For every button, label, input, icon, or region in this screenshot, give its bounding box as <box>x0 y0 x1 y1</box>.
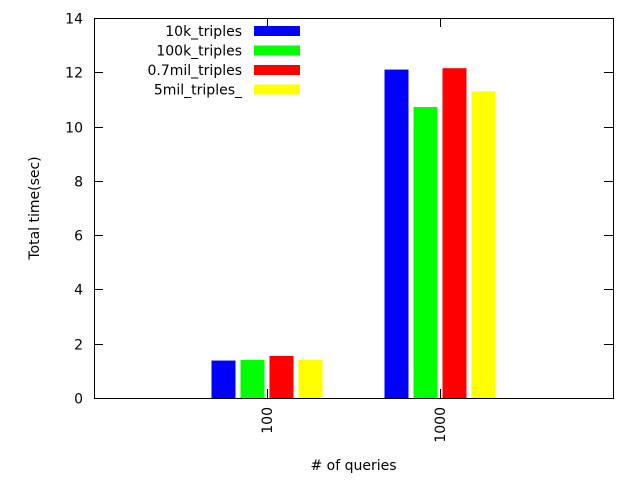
y-axis-label: Total time(sec) <box>27 156 43 260</box>
bar-5mil_triples_-100 <box>298 360 323 398</box>
legend: 10k_triples 100k_triples 0.7mil_triples 5mi… <box>148 24 300 99</box>
bar-10k_triples-100 <box>211 360 236 398</box>
legend-label: 100k_triples <box>156 44 242 60</box>
y-tick-label: 0 <box>74 392 83 408</box>
x-tick-label: 100 <box>260 407 276 434</box>
legend-label: 0.7mil_triples <box>148 63 243 79</box>
bar-10k_triples-1000 <box>384 69 409 399</box>
legend-swatch <box>254 45 300 56</box>
x-axis-label: # of queries <box>310 458 396 474</box>
legend-swatch <box>254 84 300 95</box>
legend-label: 5mil_triples_ <box>154 83 243 99</box>
bar-100k_triples-100 <box>240 360 265 398</box>
bar-100k_triples-1000 <box>413 107 438 399</box>
x-tick-label: 1000 <box>433 407 449 443</box>
y-tick-label: 6 <box>74 229 83 245</box>
y-tick-label: 2 <box>74 338 83 354</box>
y-axis-ticks: 0 2 4 6 8 10 12 14 <box>65 12 613 408</box>
y-tick-label: 10 <box>65 121 83 137</box>
y-tick-label: 8 <box>74 175 83 191</box>
x-axis-ticks: 100 1000 <box>260 18 449 443</box>
bar-0.7mil_triples-1000 <box>442 68 467 398</box>
bar-5mil_triples_-1000 <box>471 91 496 399</box>
legend-label: 10k_triples <box>165 24 242 40</box>
y-tick-label: 4 <box>74 283 83 299</box>
legend-swatch <box>254 26 300 36</box>
plot-frame <box>94 18 614 399</box>
y-tick-label: 14 <box>65 12 83 28</box>
bar-0.7mil_triples-100 <box>269 355 294 398</box>
legend-swatch <box>254 65 300 75</box>
bar-series-group <box>211 68 496 399</box>
y-tick-label: 12 <box>65 66 83 82</box>
